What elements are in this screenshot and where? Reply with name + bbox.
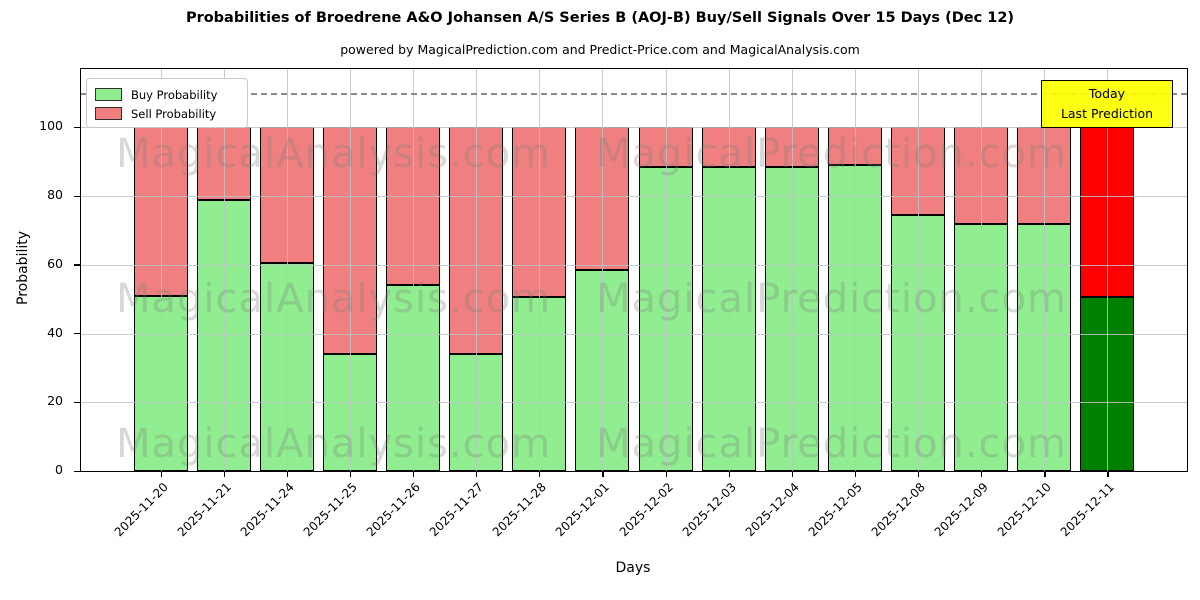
h-gridline [81,402,1187,404]
y-tick-mark [74,264,80,266]
x-tick-mark [223,472,225,477]
h-gridline [81,127,1187,129]
v-gridline [413,69,415,471]
chart-subtitle: powered by MagicalPrediction.com and Pre… [340,42,860,57]
v-gridline [918,69,920,471]
v-gridline [665,69,667,471]
y-tick-label: 20 [47,393,63,409]
watermark-text: MagicalAnalysis.com [116,276,552,322]
y-tick-mark [74,195,80,197]
plot-area: Buy Probability Sell Probability Today L… [39,68,1188,539]
v-gridline [728,69,730,471]
threshold-dashed-line [81,93,1187,96]
x-tick-mark [602,472,604,477]
y-tick-label: 40 [47,324,63,340]
y-tick-mark [74,470,80,472]
h-gridline [81,196,1187,198]
chart-title: Probabilities of Broedrene A&O Johansen … [185,10,1015,26]
x-tick-mark [918,472,920,477]
watermark-text: MagicalPrediction.com [596,421,1067,467]
today-annotation-line1: Today [1088,86,1126,101]
v-gridline [160,69,162,471]
legend-item-sell: Sell Probability [95,104,239,123]
legend-label-buy: Buy Probability [131,87,218,102]
x-tick-mark [539,472,541,477]
x-tick-mark [1044,472,1046,477]
legend-item-buy: Buy Probability [95,85,239,104]
y-tick-label: 60 [47,255,63,271]
v-gridline [602,69,604,471]
x-tick-mark [160,472,162,477]
y-tick-mark [74,333,80,335]
v-gridline [1044,69,1046,471]
x-tick-mark [476,472,478,477]
watermark-text: MagicalAnalysis.com [116,421,552,467]
x-tick-mark [854,472,857,477]
y-tick-label: 0 [55,462,63,477]
v-gridline [476,69,478,471]
x-tick-mark [349,472,352,477]
x-tick-mark [981,472,983,477]
x-tick-mark [728,472,730,477]
y-tick-mark [74,126,80,129]
legend: Buy Probability Sell Probability [86,78,248,128]
buy-color-swatch [95,88,122,101]
watermark-text: MagicalPrediction.com [596,131,1067,177]
h-gridline [81,264,1187,266]
v-gridline [854,69,856,471]
y-tick-label: 100 [39,118,63,134]
v-gridline [286,69,288,471]
x-tick-mark [413,472,415,477]
v-gridline [1107,69,1109,471]
today-annotation: Today Last Prediction [1041,80,1173,128]
watermark-text: MagicalPrediction.com [596,276,1067,322]
v-gridline [981,69,983,471]
x-tick-mark [665,472,667,477]
v-gridline [539,69,541,471]
x-tick-mark [1107,472,1109,477]
y-tick-mark [74,401,80,403]
y-axis-label: Probability [15,230,31,306]
v-gridline [791,69,793,471]
v-gridline [349,69,351,471]
today-annotation-line2: Last Prediction [1060,106,1154,121]
v-gridline [223,69,225,471]
x-tick-mark [286,472,288,477]
sell-color-swatch [95,107,122,120]
watermark-text: MagicalAnalysis.com [116,131,552,177]
legend-label-sell: Sell Probability [131,106,217,121]
x-tick-mark [791,472,793,477]
y-tick-label: 80 [47,187,63,203]
h-gridline [81,333,1187,335]
x-axis-label: Days [615,560,651,576]
